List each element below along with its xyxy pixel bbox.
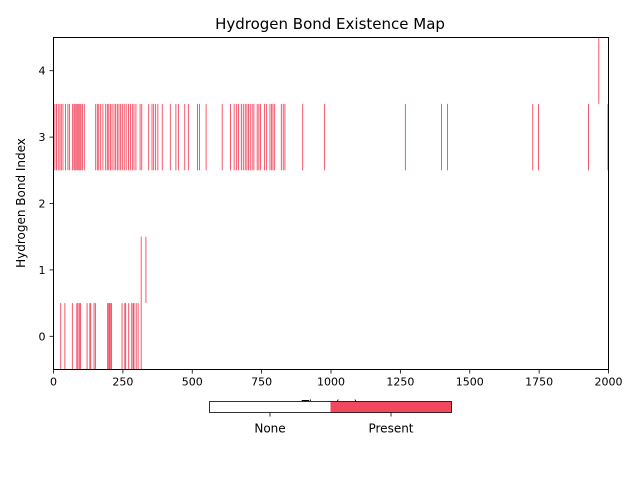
chart-title: Hydrogen Bond Existence Map (215, 15, 445, 33)
x-tick-label: 2000 (595, 376, 623, 389)
x-tick-label: 0 (50, 376, 57, 389)
x-tick-label: 1000 (317, 376, 345, 389)
colorbar-segment (330, 401, 452, 413)
x-tick-label: 1250 (386, 376, 414, 389)
y-tick-label: 1 (39, 264, 46, 277)
colorbar-label: None (254, 422, 285, 436)
plot-frame (53, 37, 609, 370)
x-axis: 0 250 500 750 1000 1250 1500 1750 2000 (50, 369, 623, 389)
y-tick-label: 0 (39, 330, 46, 343)
y-tick-label: 4 (39, 65, 46, 78)
colorbar-segment (209, 401, 331, 413)
y-tick-label: 3 (39, 131, 46, 144)
colorbar-label: Present (368, 422, 413, 436)
event-marks (54, 37, 609, 370)
y-tick-label: 2 (39, 198, 46, 211)
colorbar: None Present (209, 401, 452, 436)
x-tick-label: 750 (251, 376, 272, 389)
colorbar-frame (209, 401, 452, 413)
y-axis: 0 1 2 3 4 (39, 65, 54, 343)
x-tick-label: 1500 (456, 376, 484, 389)
x-tick-label: 250 (112, 376, 133, 389)
x-tick-label: 500 (182, 376, 203, 389)
x-tick-label: 1750 (525, 376, 553, 389)
y-axis-label: Hydrogen Bond Index (14, 138, 28, 268)
